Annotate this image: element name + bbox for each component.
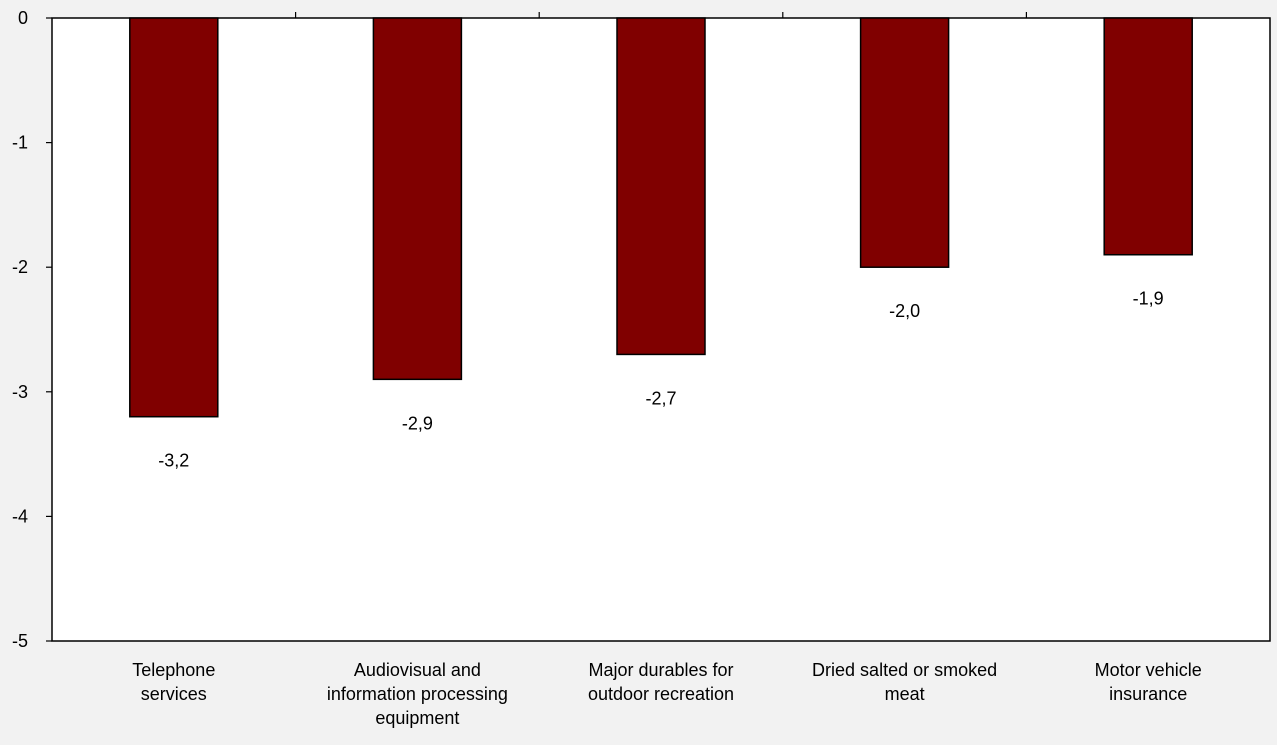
bar: [129, 17, 219, 418]
data-labels-group: -3,2 -2,9 -2,7 -2,0 -1,9: [158, 289, 1163, 471]
y-tick-label: -2: [12, 257, 28, 277]
y-tick-label: -1: [12, 133, 28, 153]
y-tick-label: -5: [12, 631, 28, 651]
bar: [859, 17, 950, 268]
bar: [1103, 17, 1193, 256]
bars-group: [129, 17, 1193, 418]
data-label: -2,7: [645, 388, 676, 408]
data-label: -3,2: [158, 451, 189, 471]
category-label: Audiovisual and information processing equ…: [327, 660, 508, 728]
bar: [372, 17, 463, 381]
y-tick-label: -4: [12, 506, 28, 526]
y-tick-label: 0: [18, 8, 28, 28]
bar: [616, 17, 706, 356]
data-label: -2,0: [889, 301, 920, 321]
category-label: Telephone services: [132, 660, 215, 704]
y-tick-label: -3: [12, 382, 28, 402]
category-label: Major durables for outdoor recreation: [588, 660, 734, 704]
category-labels-group: Telephone services Audiovisual and informat…: [132, 660, 1201, 728]
data-label: -2,9: [402, 413, 433, 433]
category-label: Dried salted or smoked meat: [812, 660, 997, 704]
category-label: Motor vehicle insurance: [1095, 660, 1202, 704]
data-label: -1,9: [1133, 289, 1164, 309]
y-axis: 0 -1 -2 -3 -4 -5: [12, 8, 52, 651]
x-axis-ticks: [295, 12, 1028, 18]
